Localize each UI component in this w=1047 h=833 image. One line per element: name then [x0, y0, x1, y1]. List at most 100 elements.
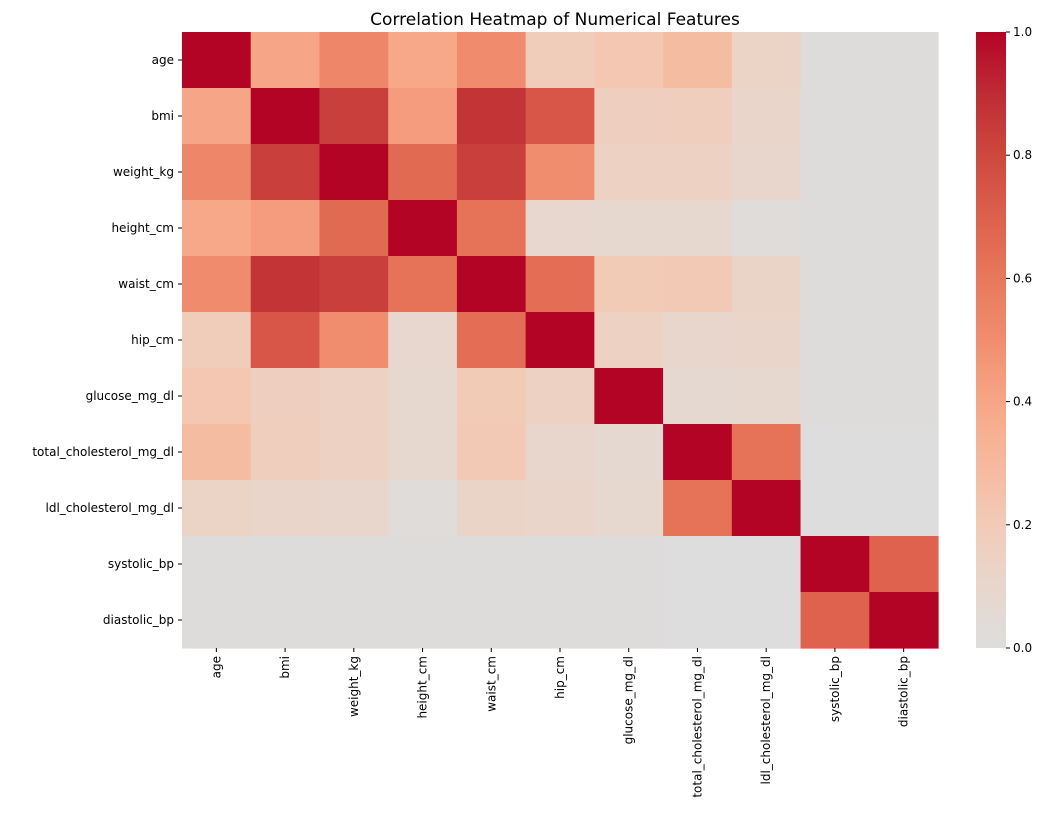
- heatmap-cell: [250, 312, 321, 369]
- heatmap-cell: [250, 200, 321, 257]
- heatmap-cell: [800, 312, 870, 369]
- heatmap-cell: [456, 536, 527, 593]
- heatmap-cell: [525, 256, 595, 313]
- heatmap-cell: [594, 536, 664, 593]
- heatmap-cell: [800, 592, 870, 649]
- heatmap-cell: [319, 200, 389, 257]
- heatmap-cell: [525, 368, 595, 425]
- heatmap-cell: [182, 200, 252, 257]
- heatmap-cell: [594, 424, 664, 481]
- heatmap-cell: [456, 144, 527, 201]
- heatmap-cell: [388, 32, 458, 89]
- heatmap-cell: [456, 424, 527, 481]
- colorbar-tick-label: 0.0: [1013, 641, 1032, 655]
- heatmap-cell: [663, 256, 733, 313]
- heatmap-cell: [525, 88, 595, 145]
- heatmap-cell: [456, 200, 527, 257]
- heatmap-cell: [800, 200, 870, 257]
- heatmap-cell: [319, 88, 389, 145]
- heatmap-cell: [800, 368, 870, 425]
- y-tick-label: ldl_cholesterol_mg_dl: [46, 501, 175, 515]
- heatmap-cell: [250, 368, 321, 425]
- x-tick-label: glucose_mg_dl: [622, 656, 636, 744]
- heatmap-cell: [594, 312, 664, 369]
- heatmap-cell: [525, 200, 595, 257]
- heatmap-cell: [594, 368, 664, 425]
- heatmap-cell: [800, 32, 870, 89]
- heatmap-cell: [182, 536, 252, 593]
- heatmap-cell: [525, 312, 595, 369]
- heatmap-cell: [250, 256, 321, 313]
- heatmap-cell: [869, 424, 939, 481]
- heatmap-cell: [456, 256, 527, 313]
- heatmap-cell: [456, 480, 527, 537]
- heatmap-cell: [319, 32, 389, 89]
- heatmap-cell: [731, 88, 802, 145]
- heatmap-cell: [869, 592, 939, 649]
- heatmap-cell: [319, 368, 389, 425]
- heatmap-cell: [869, 368, 939, 425]
- heatmap-cell: [663, 480, 733, 537]
- heatmap-cell: [182, 256, 252, 313]
- heatmap-cell: [319, 256, 389, 313]
- heatmap-cell: [182, 592, 252, 649]
- heatmap-cell: [663, 88, 733, 145]
- heatmap-cell: [388, 312, 458, 369]
- heatmap-cell: [869, 536, 939, 593]
- y-tick-label: age: [152, 53, 174, 67]
- heatmap-cell: [663, 200, 733, 257]
- heatmap-cell: [525, 480, 595, 537]
- y-tick-label: height_cm: [111, 221, 174, 235]
- heatmap-cell: [456, 592, 527, 649]
- heatmap-cell: [250, 536, 321, 593]
- heatmap-cell: [869, 144, 939, 201]
- y-tick-label: waist_cm: [118, 277, 174, 291]
- heatmap-cell: [250, 88, 321, 145]
- heatmap-cell: [663, 536, 733, 593]
- heatmap-cell: [731, 256, 802, 313]
- x-tick-label: waist_cm: [484, 656, 498, 712]
- heatmap-cell: [250, 480, 321, 537]
- heatmap-cell: [250, 592, 321, 649]
- heatmap-cell: [250, 32, 321, 89]
- heatmap-cell: [388, 256, 458, 313]
- heatmap-cell: [182, 144, 252, 201]
- heatmap-cell: [800, 536, 870, 593]
- heatmap-cell: [800, 144, 870, 201]
- heatmap-cell: [182, 424, 252, 481]
- heatmap-cell: [869, 312, 939, 369]
- colorbar-tick-label: 0.4: [1013, 395, 1032, 409]
- x-tick-label: height_cm: [416, 656, 430, 719]
- heatmap-cell: [800, 256, 870, 313]
- heatmap-cell: [456, 368, 527, 425]
- heatmap-cell: [731, 480, 802, 537]
- heatmap-cell: [869, 32, 939, 89]
- heatmap-cell: [594, 144, 664, 201]
- heatmap-cell: [869, 256, 939, 313]
- x-tick-label: age: [209, 656, 223, 678]
- heatmap-cell: [319, 480, 389, 537]
- colorbar-tick-labels: 0.0 0.2 0.4 0.6 0.8 1.0: [1006, 25, 1032, 655]
- heatmap-cell: [800, 88, 870, 145]
- heatmap-cell: [594, 256, 664, 313]
- heatmap-cells: [182, 32, 939, 649]
- heatmap-cell: [594, 480, 664, 537]
- heatmap-cell: [182, 312, 252, 369]
- heatmap-cell: [663, 144, 733, 201]
- heatmap-cell: [388, 424, 458, 481]
- x-tick-label: ldl_cholesterol_mg_dl: [759, 656, 773, 785]
- heatmap-cell: [594, 592, 664, 649]
- y-tick-label: bmi: [151, 109, 174, 123]
- x-axis-tick-labels: age bmi weight_kg height_cm waist_cm hip_cm gl…: [209, 648, 911, 798]
- heatmap-cell: [731, 144, 802, 201]
- heatmap-cell: [388, 480, 458, 537]
- chart-title: Correlation Heatmap of Numerical Feature…: [370, 10, 740, 30]
- heatmap-cell: [731, 312, 802, 369]
- heatmap-cell: [663, 312, 733, 369]
- colorbar-tick-label: 0.2: [1013, 518, 1032, 532]
- heatmap-cell: [525, 536, 595, 593]
- colorbar-tick-label: 1.0: [1013, 25, 1032, 39]
- heatmap-cell: [869, 88, 939, 145]
- y-tick-label: total_cholesterol_mg_dl: [32, 445, 174, 459]
